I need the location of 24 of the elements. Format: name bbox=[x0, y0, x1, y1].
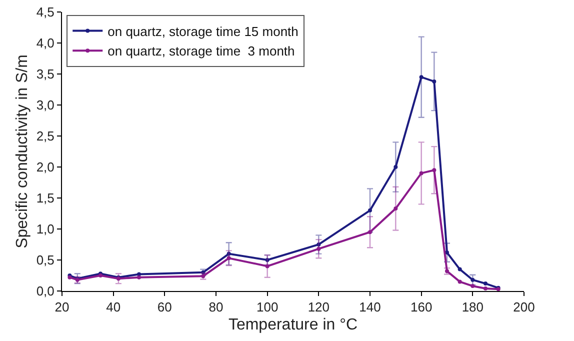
y-tick-label: 1,0 bbox=[36, 222, 54, 237]
y-axis-title: Specific conductivity in S/m bbox=[14, 54, 32, 248]
x-tick-label: 160 bbox=[410, 300, 432, 315]
y-tick-label: 1,5 bbox=[36, 190, 54, 206]
x-tick-label: 120 bbox=[308, 300, 330, 315]
x-tick-label: 20 bbox=[54, 300, 70, 315]
legend-label: on quartz, storage time 3 month bbox=[108, 44, 295, 59]
x-tick-label: 40 bbox=[106, 300, 121, 315]
x-tick-label: 100 bbox=[256, 300, 278, 315]
y-tick-label: 0,5 bbox=[36, 252, 54, 268]
legend-label: on quartz, storage time 15 month bbox=[108, 24, 298, 39]
x-tick-label: 80 bbox=[208, 300, 224, 315]
x-tick-label: 60 bbox=[157, 300, 172, 315]
y-tick-label: 2,5 bbox=[36, 128, 54, 144]
y-tick-label: 4,0 bbox=[36, 36, 54, 51]
y-tick-label: 3,0 bbox=[36, 98, 54, 113]
y-tick-label: 3,5 bbox=[36, 66, 54, 82]
y-tick-label: 0,0 bbox=[36, 284, 54, 299]
y-tick-label: 2,0 bbox=[36, 160, 54, 175]
x-tick-label: 140 bbox=[359, 300, 381, 315]
x-axis-title: Temperature in °C bbox=[228, 316, 358, 334]
x-tick-label: 200 bbox=[513, 300, 535, 315]
y-tick-label: 4,5 bbox=[36, 4, 54, 20]
x-tick-label: 180 bbox=[462, 300, 484, 315]
